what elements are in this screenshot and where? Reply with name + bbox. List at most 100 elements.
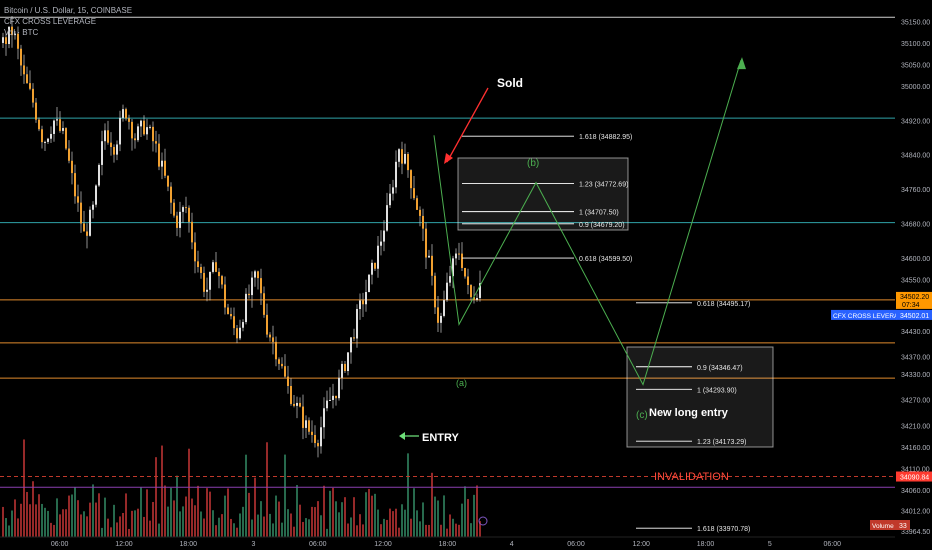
candle-body <box>221 276 223 285</box>
candle-body <box>218 271 220 277</box>
volume-value-tag <box>896 520 910 530</box>
volume-bar <box>131 510 133 537</box>
volume-bar <box>410 518 412 537</box>
wave-a-label: (a) <box>456 378 467 388</box>
candle-body <box>422 215 424 229</box>
candle-body <box>29 83 31 89</box>
candle-body <box>179 211 181 228</box>
candle-body <box>161 160 163 167</box>
candle-body <box>17 33 19 49</box>
volume-bar <box>104 497 106 537</box>
y-tick-label-11: 34430.00 <box>901 329 930 336</box>
volume-bar <box>167 506 169 537</box>
volume-bar <box>170 487 172 537</box>
projection-arrowhead <box>737 57 746 70</box>
candle-body <box>107 130 109 143</box>
candle-body <box>206 289 208 292</box>
candle-body <box>359 300 361 310</box>
candle-body <box>326 400 328 409</box>
candle-body <box>446 282 448 301</box>
volume-bar <box>350 517 352 537</box>
volume-bars <box>2 439 481 537</box>
x-tick-label-0: 06:00 <box>51 541 69 548</box>
volume-bar <box>425 524 427 537</box>
volume-bar <box>14 499 16 537</box>
candle-body <box>380 241 382 246</box>
volume-bar <box>35 504 37 537</box>
candle-body <box>356 309 358 339</box>
volume-bar <box>17 518 19 537</box>
volume-bar <box>452 518 454 537</box>
volume-bar <box>155 457 157 537</box>
candle-body <box>188 207 190 222</box>
time-axis: 06:00 12:00 18:00 3 06:00 12:00 18:00 4 06:00 12:… <box>0 516 895 548</box>
volume-bar <box>320 515 322 537</box>
candle-body <box>41 129 43 143</box>
candle-body <box>236 328 238 339</box>
candle-body <box>209 271 211 290</box>
candle-body <box>344 363 346 372</box>
volume-bar <box>347 523 349 537</box>
volume-bar <box>77 500 79 537</box>
candle-body <box>290 385 292 404</box>
candle-body <box>413 188 415 199</box>
volume-bar <box>476 485 478 537</box>
volume-bar <box>377 509 379 537</box>
sold-label: Sold <box>497 76 523 90</box>
x-tick-label-4: 06:00 <box>309 541 327 548</box>
entry-label: ENTRY <box>422 432 460 444</box>
volume-bar <box>137 508 139 537</box>
symbol-legend[interactable]: Bitcoin / U.S. Dollar, 15, COINBASE <box>4 6 133 15</box>
candle-body <box>401 149 403 164</box>
candle-body <box>266 314 268 335</box>
volume-bar <box>38 494 40 537</box>
candle-body <box>131 121 133 139</box>
volume-bar <box>224 495 226 537</box>
invalidation-label: INVALIDATION <box>654 471 729 483</box>
volume-bar <box>203 518 205 537</box>
candle-body <box>128 118 130 122</box>
candle-body <box>20 48 22 66</box>
y-tick-label-2: 35050.00 <box>901 62 930 69</box>
volume-bar <box>182 506 184 537</box>
candle-body <box>419 209 421 216</box>
volume-bar <box>419 521 421 537</box>
entry-arrowhead <box>399 432 405 440</box>
volume-bar <box>413 488 415 537</box>
volume-bar <box>5 518 7 537</box>
candle-body <box>23 65 25 75</box>
fib-lower-label-3: 1.23 (34173.29) <box>697 439 746 446</box>
candle-body <box>455 253 457 259</box>
volume-bar <box>344 497 346 537</box>
candle-body <box>314 434 316 444</box>
candle-body <box>374 262 376 269</box>
candle-body <box>377 245 379 269</box>
x-tick-label-2: 18:00 <box>179 541 197 548</box>
candle-body <box>182 207 184 212</box>
volume-bar <box>245 454 247 537</box>
new-long-label: New long entry <box>649 407 729 419</box>
fib-upper-label-3: 0.9 (34679.20) <box>579 222 625 229</box>
volume-legend[interactable]: Vol · BTC <box>4 28 39 37</box>
volume-bar <box>2 506 4 537</box>
volume-bar <box>227 488 229 537</box>
volume-bar <box>8 525 10 537</box>
candle-body <box>35 102 37 120</box>
candle-body <box>8 26 10 44</box>
indicator-legend[interactable]: CFX CROSS LEVERAGE <box>4 17 97 26</box>
candle-body <box>452 258 454 277</box>
volume-bar <box>278 501 280 537</box>
volume-bar <box>215 525 217 537</box>
fib-lower-label-1: 0.9 (34346.47) <box>697 365 743 372</box>
candle-body <box>470 285 472 298</box>
candle-body <box>146 127 148 135</box>
volume-bar <box>386 519 388 537</box>
candle-body <box>2 37 4 43</box>
volume-bar <box>101 527 103 537</box>
candle-body <box>281 363 283 367</box>
volume-bar <box>218 517 220 537</box>
volume-bar <box>59 514 61 537</box>
candle-body <box>284 366 286 377</box>
candle-body <box>467 276 469 286</box>
